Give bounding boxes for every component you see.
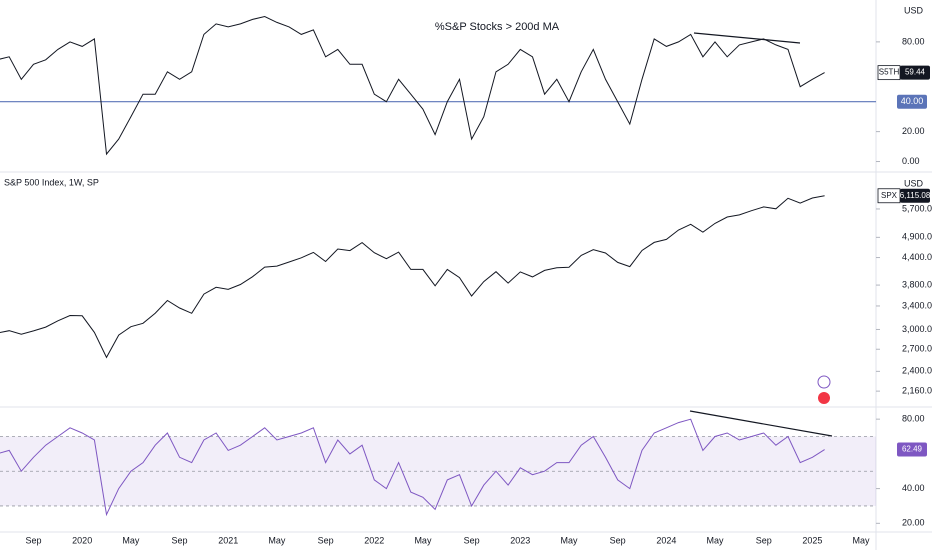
series-name: S5TH — [879, 68, 900, 77]
event-icon[interactable] — [818, 392, 830, 404]
x-tick-label: Sep — [26, 535, 42, 545]
series-name: SPX — [881, 191, 898, 200]
x-tick-label: 2025 — [802, 535, 822, 545]
y-tick-label: 80.00 — [902, 414, 925, 424]
y-tick-label: 3,000.00 — [902, 324, 932, 334]
x-tick-label: May — [268, 535, 286, 545]
last-value-box — [900, 188, 930, 203]
x-tick-label: 2020 — [72, 535, 92, 545]
last-value: 6,115.08 — [900, 191, 931, 200]
y-tick-label: 3,800.00 — [902, 279, 932, 289]
x-tick-label: 2023 — [510, 535, 530, 545]
y-tick-label: 20.00 — [902, 518, 925, 528]
y-tick-label: 20.00 — [902, 126, 925, 136]
y-tick-label: 3,400.00 — [902, 300, 932, 310]
y-tick-label: 2,700.00 — [902, 344, 932, 354]
series-line — [0, 15, 825, 156]
y-tick-label: 4,400.00 — [902, 252, 932, 262]
pane-title: S&P 500 Index, 1W, SP — [4, 177, 99, 187]
last-value-box — [897, 442, 927, 457]
y-tick-label: 80.00 — [902, 36, 925, 46]
y-tick-label: 5,700.00 — [902, 203, 932, 213]
x-tick-label: 2021 — [218, 535, 238, 545]
price-label-box — [897, 94, 927, 109]
currency: USD — [904, 178, 924, 188]
last-value-box — [900, 65, 930, 80]
last-value: 59.44 — [905, 68, 926, 77]
y-tick-label: 4,900.00 — [902, 232, 932, 242]
x-tick-label: Sep — [318, 535, 334, 545]
event-icon[interactable] — [817, 375, 831, 389]
x-tick-label: Sep — [464, 535, 480, 545]
x-tick-label: Sep — [610, 535, 626, 545]
x-tick-label: Sep — [756, 535, 772, 545]
x-tick-label: May — [560, 535, 578, 545]
y-tick-label: 2,160.00 — [902, 386, 932, 396]
series-line — [0, 195, 825, 359]
y-tick-label: 2,400.00 — [902, 366, 932, 376]
last-value: 62.49 — [902, 445, 923, 454]
x-tick-label: May — [707, 535, 725, 545]
y-tick-label: 0.00 — [902, 156, 920, 166]
x-tick-label: May — [122, 535, 140, 545]
x-tick-label: May — [414, 535, 432, 545]
pane-title: %S&P Stocks > 200d MA — [435, 21, 560, 33]
x-tick-label: May — [853, 535, 871, 545]
trendline — [693, 32, 801, 44]
trendline — [689, 410, 833, 437]
series-line — [0, 418, 825, 517]
x-tick-label: Sep — [172, 535, 188, 545]
x-tick-label: 2024 — [656, 535, 676, 545]
y-tick-label: 40.00 — [902, 483, 925, 493]
price-label: 40.00 — [901, 96, 924, 106]
currency: USD — [904, 5, 924, 15]
x-tick-label: 2022 — [364, 535, 384, 545]
